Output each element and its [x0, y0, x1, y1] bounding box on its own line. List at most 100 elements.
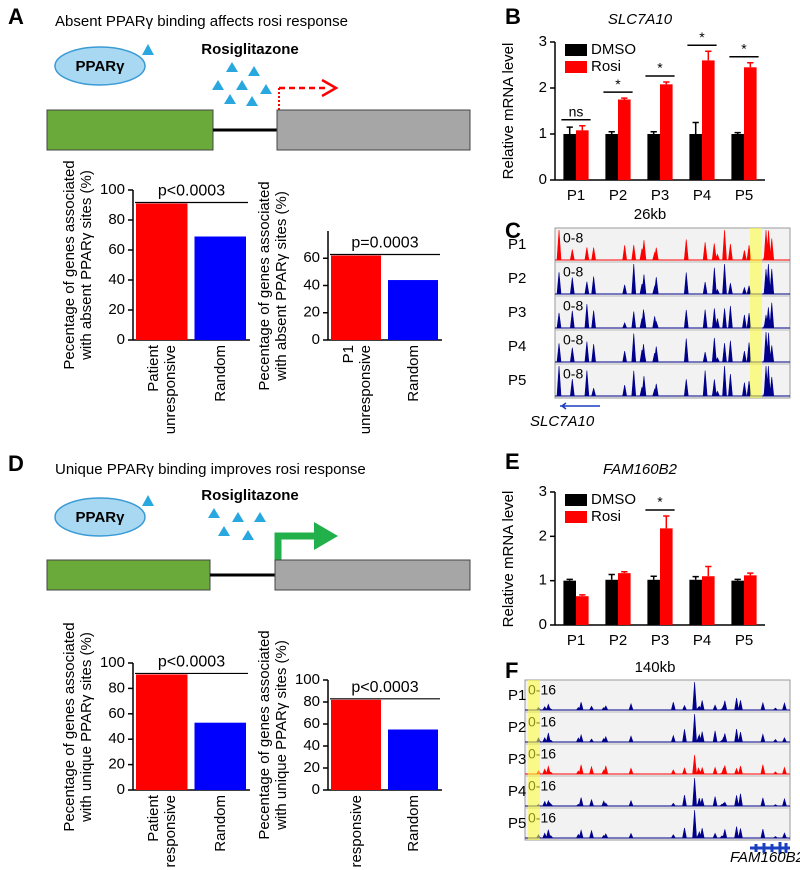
y-tick-label: 0 — [117, 331, 125, 348]
error-bar — [734, 131, 741, 134]
track-scale: 26kb — [634, 206, 667, 223]
protein-label: PPARγ — [76, 509, 126, 526]
drug-label: Rosiglitazone — [201, 41, 299, 58]
ligands — [212, 62, 272, 106]
significance-label: * — [741, 40, 747, 56]
y-tick-label: 80 — [303, 693, 320, 710]
bar — [731, 580, 744, 625]
protein-shape — [54, 46, 146, 86]
legend-swatch — [565, 44, 587, 56]
protein-label: PPARγ — [76, 58, 126, 75]
error-bar — [608, 130, 615, 134]
bar — [576, 596, 589, 625]
gene-model — [560, 402, 600, 410]
highlight — [750, 228, 762, 398]
track-scale: 140kb — [635, 659, 676, 676]
gene-label: FAM160B2 — [730, 849, 800, 866]
bar — [388, 280, 438, 340]
y-tick-label: 20 — [108, 301, 125, 318]
significance-label: ns — [569, 103, 584, 119]
y-tick-label: 40 — [303, 737, 320, 754]
track-area — [524, 679, 791, 841]
track-range: 0-8 — [563, 366, 583, 382]
error-bar — [650, 130, 657, 134]
significance-label: * — [657, 60, 663, 76]
track-row-label: P2 — [508, 270, 526, 287]
bar — [563, 580, 576, 625]
bar — [702, 60, 715, 180]
panel-letter: C — [505, 218, 521, 243]
y-axis-label: Pecentage of genes associated with uniqu… — [256, 630, 290, 840]
bar — [136, 674, 188, 790]
bar — [647, 579, 660, 625]
track-signal — [535, 777, 787, 807]
ligand — [142, 495, 154, 506]
error-bar — [734, 578, 741, 581]
x-tick-label: P2 — [609, 187, 627, 204]
p-value: p<0.0003 — [158, 654, 225, 671]
y-tick-label: 60 — [108, 705, 125, 722]
error-bar — [663, 515, 670, 529]
gene-label: SLC7A10 — [530, 413, 595, 430]
track-range: 0-8 — [563, 298, 583, 314]
track-row-label: P1 — [508, 687, 526, 704]
bar — [388, 729, 438, 790]
diagram-title: Unique PPARγ binding improves rosi respo… — [55, 461, 366, 478]
legend-label: Rosi — [591, 508, 621, 525]
error-bar — [579, 594, 586, 597]
legend-swatch — [565, 511, 587, 523]
arrow-head — [321, 78, 339, 98]
error-bar — [705, 565, 712, 577]
error-bar — [692, 575, 699, 580]
bar — [605, 134, 618, 180]
panel-letter: F — [505, 658, 518, 683]
x-tick-label: Random — [212, 795, 230, 852]
panel-letter: B — [505, 4, 521, 29]
error-bar — [621, 571, 628, 574]
error-bar — [566, 126, 573, 134]
bar — [194, 236, 246, 340]
enhancer-box — [46, 559, 211, 591]
protein-shape — [54, 497, 146, 537]
error-bar — [566, 578, 573, 581]
ligand — [142, 44, 154, 55]
track-signal — [535, 681, 787, 711]
error-bar — [747, 61, 754, 68]
track-signal — [535, 754, 787, 775]
track-row-label: P4 — [508, 338, 526, 355]
ligands — [208, 508, 266, 540]
error-bar — [705, 50, 712, 61]
x-tick-label: Random — [212, 345, 230, 402]
significance-label: * — [699, 29, 705, 45]
x-tick-label: P1 — [567, 187, 585, 204]
y-tick-label: 100 — [100, 654, 125, 671]
x-tick-label: P5 — [735, 187, 753, 204]
track-range: 0-8 — [563, 230, 583, 246]
error-bar — [692, 121, 699, 134]
bar — [605, 579, 618, 625]
y-tick-label: 20 — [303, 304, 320, 321]
panel-letter: E — [505, 449, 520, 474]
y-tick-label: 3 — [539, 483, 547, 500]
y-tick-label: 60 — [108, 241, 125, 258]
bar — [576, 130, 589, 180]
significance-label: * — [657, 494, 663, 510]
x-tick-label: P3 responsive — [348, 795, 365, 870]
y-tick-label: 20 — [303, 759, 320, 776]
y-tick-label: 100 — [100, 181, 125, 198]
gene-box — [274, 559, 471, 591]
y-tick-label: 100 — [295, 671, 320, 688]
y-tick-label: 40 — [108, 730, 125, 747]
p-value: p<0.0003 — [351, 679, 418, 696]
diagram-title: Absent PPARγ binding affects rosi respon… — [55, 13, 348, 30]
error-bar — [747, 572, 754, 576]
track-row-label: P5 — [508, 815, 526, 832]
y-tick-label: 20 — [108, 756, 125, 773]
y-axis-label: Relative mRNA level — [500, 490, 517, 627]
bar — [194, 722, 246, 790]
bar — [331, 255, 381, 340]
error-bar — [621, 97, 628, 100]
panel-letter: A — [8, 4, 24, 29]
